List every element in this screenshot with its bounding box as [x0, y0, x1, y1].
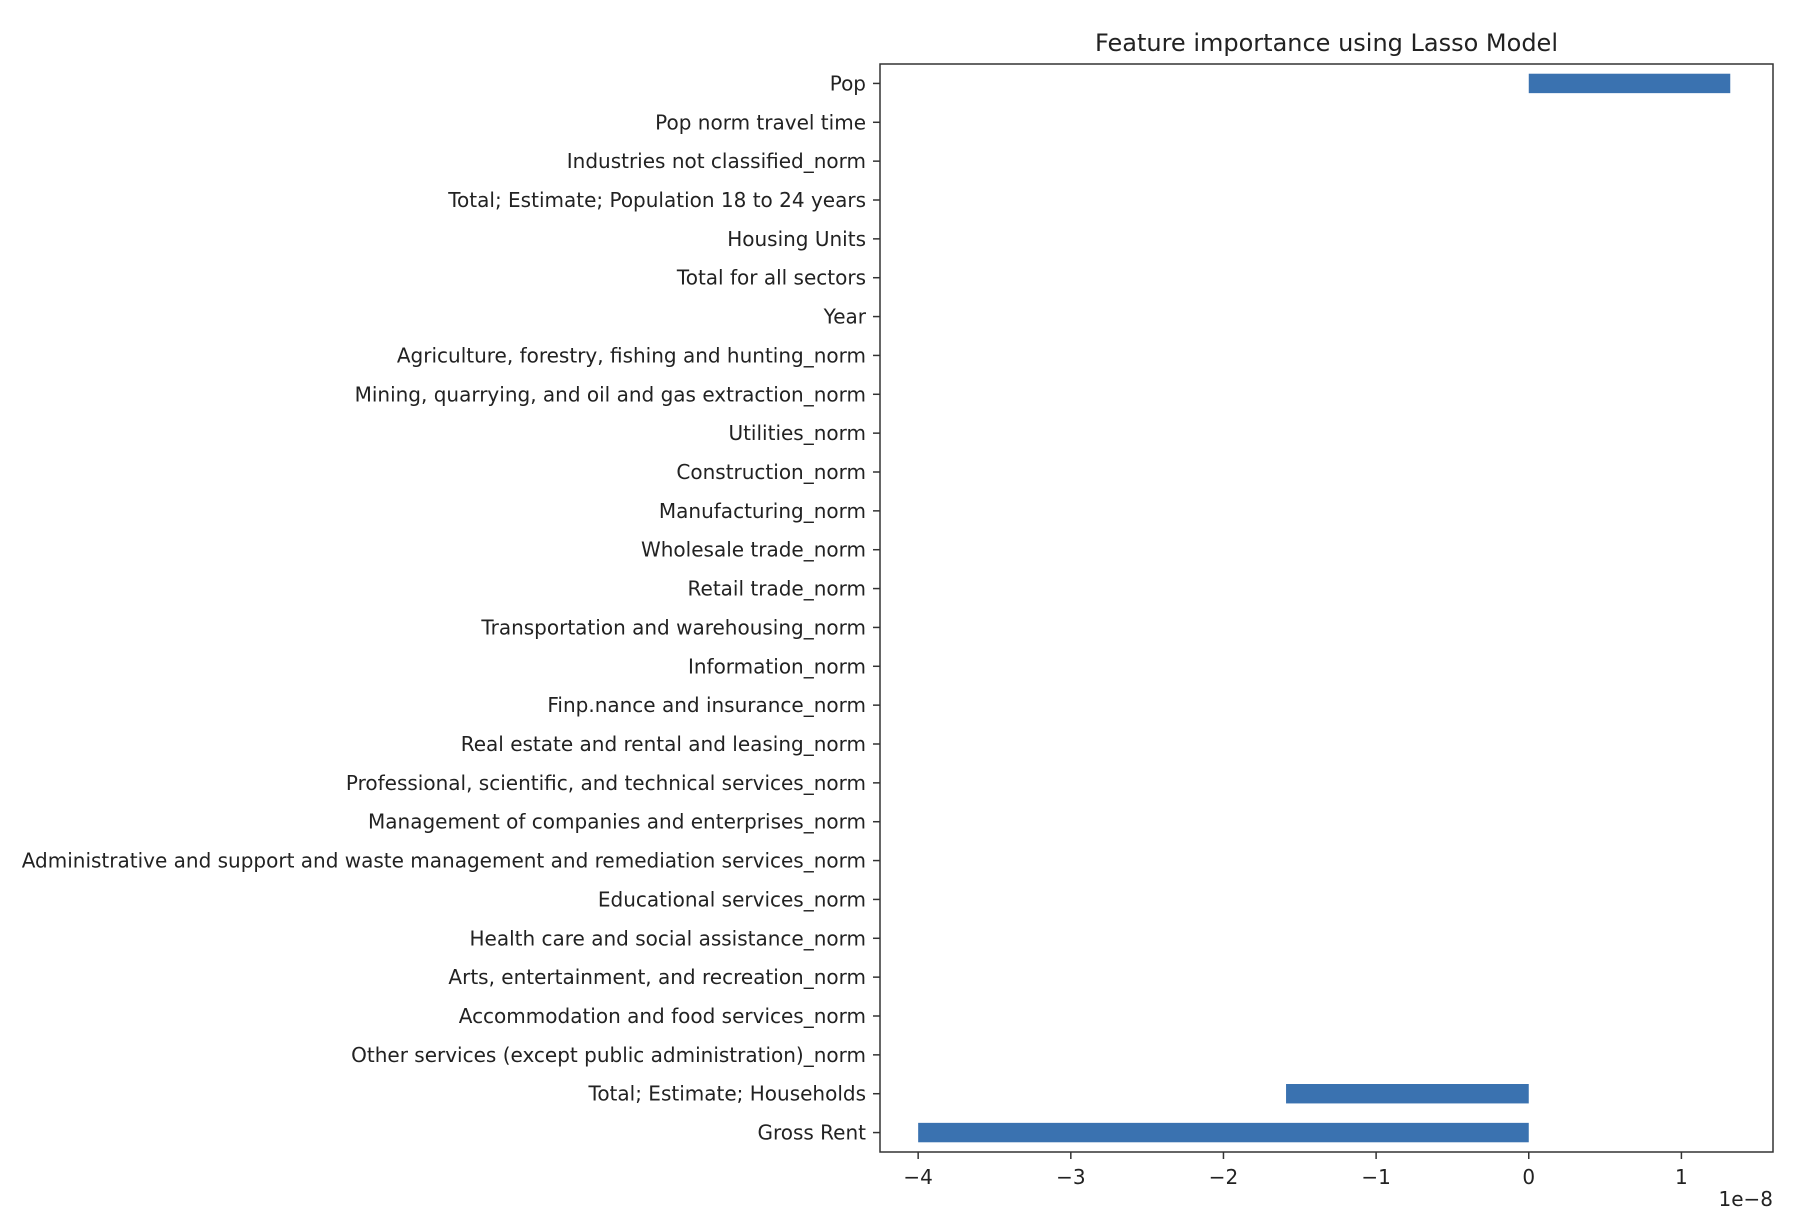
x-tick-label: −4	[903, 1165, 932, 1189]
y-tick-label: Administrative and support and waste man…	[22, 849, 866, 873]
chart-title: Feature importance using Lasso Model	[1095, 29, 1558, 57]
y-tick-label: Wholesale trade_norm	[641, 538, 866, 562]
y-tick-label: Pop	[830, 71, 866, 95]
x-tick-label: −2	[1209, 1165, 1238, 1189]
y-tick-label: Total; Estimate; Households	[588, 1082, 867, 1106]
x-axis-scale-label: 1e−8	[1718, 1187, 1773, 1211]
y-tick-label: Agriculture, forestry, fishing and hunti…	[397, 343, 866, 367]
y-tick-label: Transportation and warehousing_norm	[480, 615, 866, 639]
y-tick-label: Information_norm	[688, 654, 866, 678]
x-tick-label: 0	[1522, 1165, 1535, 1189]
y-tick-label: Professional, scientific, and technical …	[346, 771, 866, 795]
x-tick-label: −3	[1056, 1165, 1085, 1189]
x-tick-label: −1	[1361, 1165, 1390, 1189]
y-tick-label: Accommodation and food services_norm	[459, 1004, 866, 1028]
y-tick-label: Arts, entertainment, and recreation_norm	[448, 965, 866, 989]
y-tick-label: Retail trade_norm	[688, 577, 866, 601]
y-tick-label: Health care and social assistance_norm	[469, 926, 866, 950]
y-tick-label: Total; Estimate; Population 18 to 24 yea…	[447, 188, 866, 212]
y-tick-label: Industries not classified_norm	[567, 149, 866, 173]
axes-frame	[879, 63, 1774, 1153]
bars-layer	[918, 73, 1731, 1143]
y-tick-label: Other services (except public administra…	[351, 1043, 866, 1067]
x-tick-label: 1	[1675, 1165, 1688, 1189]
bar	[1528, 73, 1731, 94]
y-axis: Pop Pop norm travel time Industries not cl…	[22, 71, 880, 1145]
y-tick-label: Manufacturing_norm	[659, 499, 866, 523]
y-tick-label: Total for all sectors	[676, 266, 866, 290]
bar	[1286, 1084, 1529, 1104]
y-tick-label: Educational services_norm	[598, 887, 866, 911]
y-tick-label: Utilities_norm	[728, 421, 866, 445]
bar	[918, 1122, 1529, 1143]
y-tick-label: Mining, quarrying, and oil and gas extra…	[355, 382, 866, 406]
y-tick-label: Real estate and rental and leasing_norm	[461, 732, 866, 756]
y-tick-label: Finp.nance and insurance_norm	[547, 693, 866, 717]
x-axis: −4 −3 −2 −1 0 1	[903, 1152, 1688, 1189]
y-tick-label: Pop norm travel time	[655, 110, 866, 134]
y-tick-label: Year	[823, 305, 867, 329]
y-tick-label: Gross Rent	[757, 1121, 866, 1145]
y-tick-label: Housing Units	[727, 227, 866, 251]
y-tick-label: Management of companies and enterprises_…	[368, 810, 866, 834]
y-tick-label: Construction_norm	[676, 460, 866, 484]
